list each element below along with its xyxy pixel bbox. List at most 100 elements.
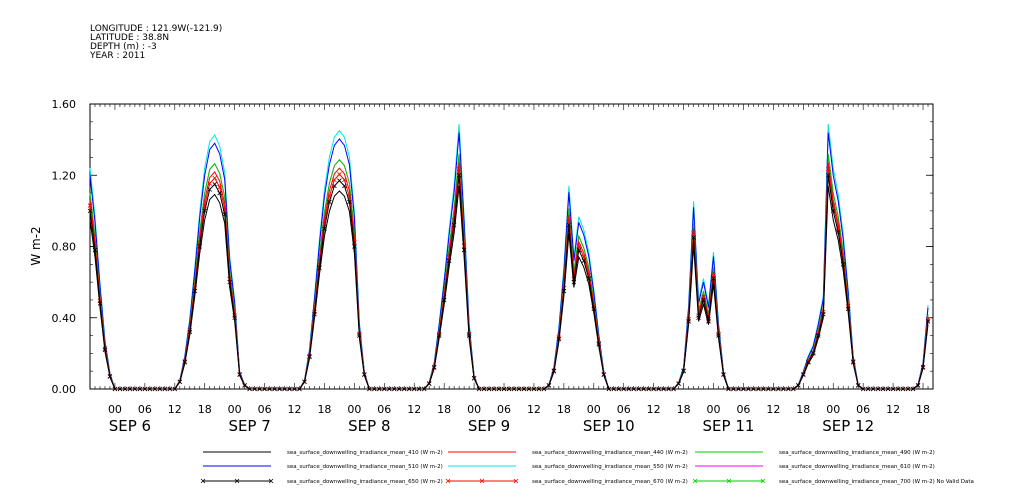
series-point [456,172,462,178]
series-point [317,265,322,271]
x-tick-label: 06 [736,403,750,416]
series-point [651,386,656,392]
series-point [222,212,227,217]
series-point [197,244,203,249]
x-tick-label: 00 [347,403,361,416]
series-point [576,247,582,253]
series-point [92,247,98,253]
day-label: SEP 10 [583,417,635,435]
series-point [905,386,911,392]
series-point [721,372,726,378]
day-label: SEP 6 [109,417,151,435]
series-point [302,379,307,385]
x-tick-label: 12 [886,403,900,416]
series-point [192,288,198,294]
series-point [756,386,761,392]
series-point [212,181,217,187]
series-point [830,208,836,214]
series-point [451,222,457,228]
series-point [885,386,891,392]
series-point [406,386,412,392]
series-point [751,386,756,392]
series-line [89,168,929,390]
series-point [342,183,347,189]
series-point [806,359,811,365]
series-point [576,243,582,249]
series-point [526,386,532,392]
series-point [347,199,352,205]
y-tick-label: 0.80 [52,241,77,254]
series-point [227,279,232,285]
series-point [626,386,632,392]
series-point [277,386,282,392]
series-point [496,386,502,392]
series-point [865,386,871,392]
legend-label: sea_surface_downwelling_irradiance_mean_… [532,479,688,485]
series-point [307,354,312,360]
legend-marker [200,478,206,484]
series-point [382,386,387,392]
series-point [122,386,128,392]
series-line [89,153,929,390]
series-point [781,386,786,392]
x-tick-label: 06 [497,403,511,416]
series-point [352,244,357,249]
series-point [925,316,931,322]
series-point [157,386,163,392]
series-point [107,374,113,379]
day-label: SEP 9 [468,417,510,435]
series-point [706,319,711,324]
series-point [337,178,342,183]
series-point [287,386,292,392]
series-point [716,333,721,338]
series-point [591,306,597,312]
series-point [297,386,302,392]
series-point [815,333,821,338]
series-point [711,276,716,281]
series-point [137,386,143,392]
series-point [401,386,407,392]
series-point [776,386,781,392]
legend-marker [692,478,698,484]
x-tick-label: 00 [467,403,481,416]
x-tick-label: 18 [557,403,571,416]
series-point [357,333,362,338]
series-point [746,386,751,392]
x-tick-label: 12 [766,403,780,416]
series-point [202,208,208,214]
series-point [761,386,766,392]
series-point [820,311,826,317]
x-tick-label: 00 [228,403,242,416]
x-tick-label: 12 [647,403,661,416]
series-point [621,386,627,392]
series-point [581,258,587,264]
series-line [89,153,929,390]
series-point [242,383,247,388]
series-point [516,386,522,392]
series-point [337,172,342,177]
longitude-text: LONGITUDE : 121.9W(-121.9) [90,24,222,34]
series-point [421,386,427,392]
x-tick-label: 00 [826,403,840,416]
series-point [811,351,816,356]
series-line [89,185,929,390]
x-tick-label: 00 [707,403,721,416]
x-tick-label: 12 [168,403,182,416]
series-point [835,229,841,235]
series-point [172,386,178,392]
series-point [860,386,866,392]
series-point [601,372,607,378]
series-point [606,386,612,392]
series-point [671,386,676,392]
series-point [332,183,337,189]
x-tick-label: 18 [317,403,331,416]
series-point [127,386,133,392]
series-point [97,301,103,306]
series-point [112,386,118,392]
series-point [786,386,791,392]
series-point [736,386,741,392]
legend-label: sea_surface_downwelling_irradiance_mean_… [779,464,935,470]
series-point [247,386,252,392]
series-point [616,386,622,392]
